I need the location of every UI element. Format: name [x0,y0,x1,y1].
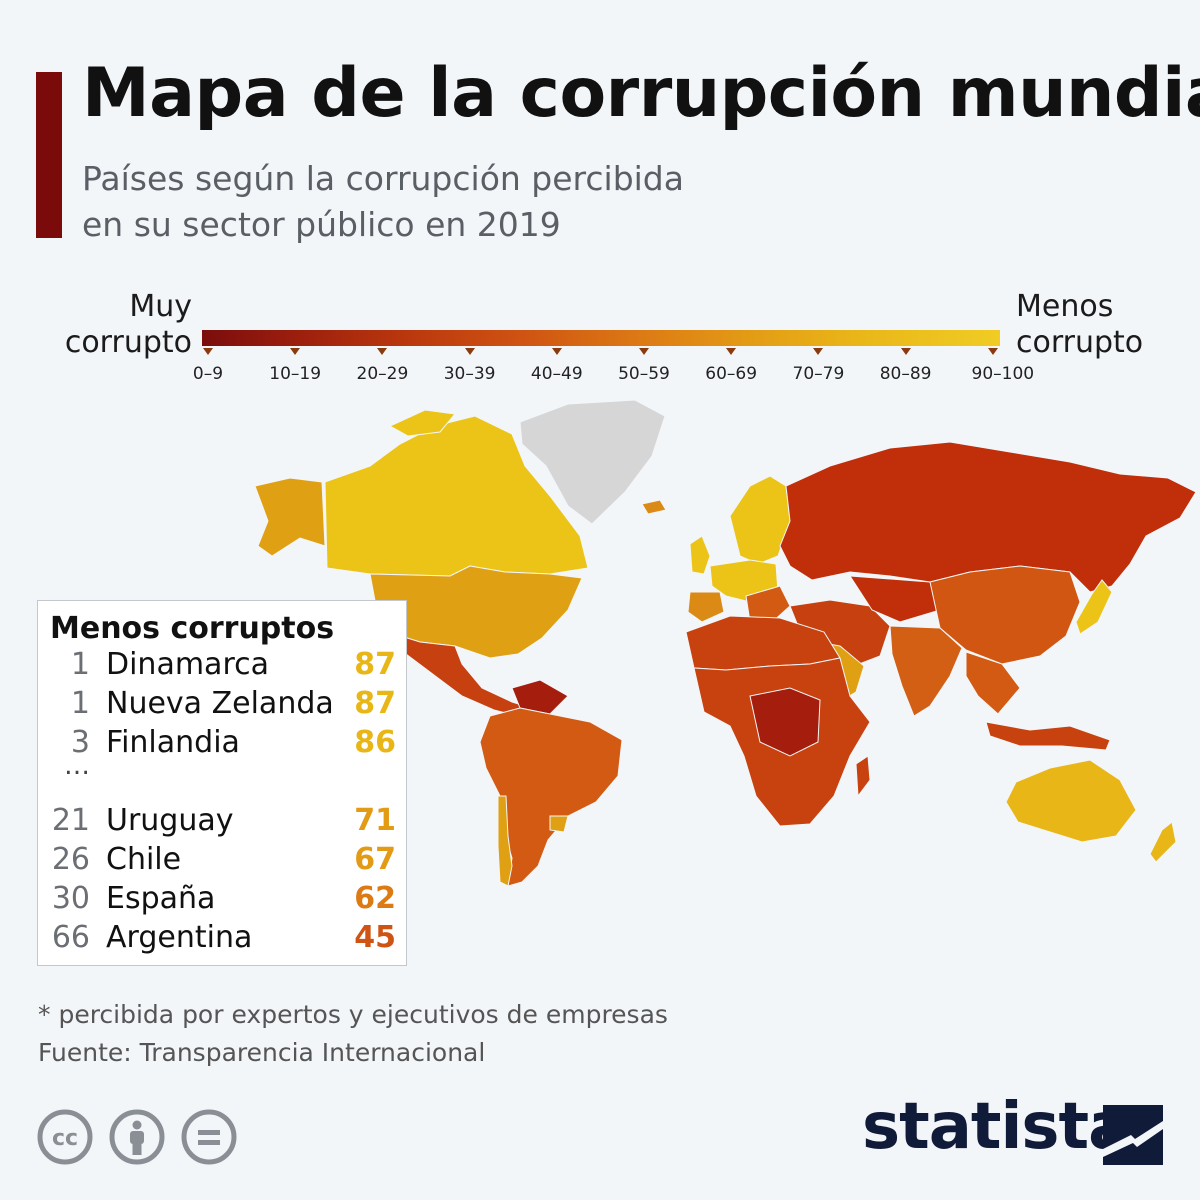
no-derivatives-icon[interactable] [181,1109,237,1165]
legend-right-line-2: corrupto [1016,325,1144,360]
color-scale-range-label: 30–39 [443,364,496,384]
color-scale-tick [726,348,737,355]
map-region-russia [779,441,1197,593]
color-scale-tick [639,348,649,355]
ranking-position: 3 [70,725,90,760]
ranking-position: 26 [51,842,90,877]
map-region-indonesia [985,721,1111,751]
map-region-venezuela [511,679,569,715]
map-region-alaska [254,477,326,557]
color-scale-range-label: 90–100 [971,364,1035,384]
ranking-country: Argentina [106,920,253,955]
ranking-row: 66 Argentina 45 [38,920,408,960]
ranking-country: España [106,881,216,916]
attribution-icon[interactable] [109,1109,165,1165]
page-subtitle: Países según la corrupción percibida en … [82,156,684,248]
ranking-position: 21 [51,803,90,838]
color-scale-range-label: 40–49 [530,364,583,384]
map-region-greenland [519,399,666,525]
map-region-africa-central [749,687,821,757]
color-scale-range-label: 70–79 [792,364,845,384]
ranking-row: 1 Dinamarca 87 [38,647,408,687]
title-accent-bar [36,72,62,238]
ranking-title: Menos corruptos [50,611,335,646]
color-scale-tick [551,348,562,355]
map-region-iberia [687,591,725,623]
ranking-ellipsis: … [64,751,90,781]
map-region-china [929,565,1081,665]
color-scale-range-label: 10–19 [269,364,322,384]
footnote-source: Fuente: Transparencia Internacional [38,1038,486,1067]
legend-right-line-1: Menos [1016,289,1114,324]
ranking-row: 3 Finlandia 86 [38,725,408,765]
legend-label-most-corrupt: Muy corrupto [40,289,192,361]
map-region-uruguay [549,815,569,833]
map-region-scandinavia [729,475,791,565]
map-region-chile [497,795,513,887]
color-scale-tick [987,348,998,355]
ranking-row: 26 Chile 67 [38,842,408,882]
footnote: * percibida por expertos y ejecutivos de… [38,996,668,1072]
ranking-position: 30 [51,881,90,916]
ranking-country: Nueva Zelanda [106,686,334,721]
color-scale-tick [290,348,301,355]
color-scale-bar [202,330,1000,346]
ranking-score: 45 [354,920,396,955]
map-region-madagascar [855,755,871,798]
ranking-country: Chile [106,842,182,877]
color-scale-range-label: 80–89 [879,364,932,384]
ranking-score: 67 [354,842,396,877]
world-map [254,399,1197,887]
color-scale-tick [377,348,388,355]
map-region-south-america [479,707,623,887]
creative-commons-icon[interactable]: cc [37,1109,93,1165]
subtitle-line-1: Países según la corrupción percibida [82,159,684,198]
ranking-score: 71 [354,803,396,838]
ranking-position: 1 [70,647,90,682]
ranking-box: Menos corruptos 1 Dinamarca 87 1 Nueva Zelan… [37,600,407,966]
ranking-position: 1 [70,686,90,721]
legend-left-line-2: corrupto [64,325,192,360]
map-region-australia [1005,759,1137,843]
ranking-country: Finlandia [106,725,240,760]
color-scale-tick [464,348,475,355]
legend-label-least-corrupt: Menos corrupto [1016,289,1186,361]
color-scale-range-label: 20–29 [356,364,409,384]
map-region-canada-arctic [388,409,456,437]
statista-logo-icon[interactable] [1103,1105,1163,1165]
statista-logo-text[interactable]: statista [862,1090,1131,1164]
color-scale-range-label: 0–9 [192,364,224,384]
ranking-country: Dinamarca [106,647,269,682]
ranking-country: Uruguay [106,803,234,838]
subtitle-line-2: en su sector público en 2019 [82,205,561,244]
ranking-score: 86 [354,725,396,760]
svg-text:cc: cc [52,1126,78,1151]
map-region-iceland [641,499,667,515]
ranking-row: 30 España 62 [38,881,408,921]
map-region-central-asia [849,575,941,623]
color-scale-range-label: 50–59 [618,364,670,384]
color-scale-tick [813,348,824,355]
map-region-southeast-asia [965,651,1021,715]
ranking-score: 87 [354,686,396,721]
map-region-new-zealand [1149,821,1177,863]
legend-left-line-1: Muy [129,289,192,324]
ranking-row: 1 Nueva Zelanda 87 [38,686,408,726]
map-region-india [889,625,963,717]
ranking-position: 66 [51,920,90,955]
footnote-note: * percibida por expertos y ejecutivos de… [38,1000,668,1029]
color-scale-tick [203,348,213,355]
color-scale-tick [900,348,911,355]
map-region-japan [1075,579,1113,635]
license-icons: cc [37,1109,247,1165]
color-scale-range-label: 60–69 [705,364,758,384]
ranking-row: 21 Uruguay 71 [38,803,408,843]
ranking-score: 62 [354,881,396,916]
map-region-uk [689,535,711,575]
ranking-score: 87 [354,647,396,682]
page-title: Mapa de la corrupción mundial [82,54,1200,133]
